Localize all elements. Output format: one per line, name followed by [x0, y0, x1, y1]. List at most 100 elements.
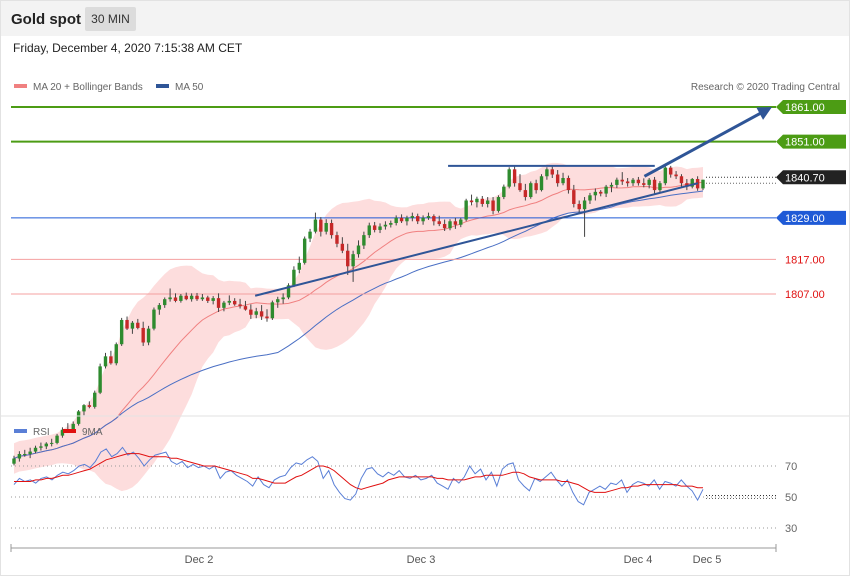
candle-body: [297, 262, 301, 270]
last-level-tag: 1840.70: [776, 170, 846, 185]
candle-body: [442, 224, 447, 229]
candle-body: [211, 298, 215, 301]
candle: [130, 321, 135, 334]
candle-body: [49, 442, 54, 444]
candle: [685, 179, 689, 191]
candle-body: [550, 169, 554, 175]
candle-body: [189, 295, 194, 300]
candle: [324, 219, 328, 235]
candle: [313, 212, 318, 234]
candle: [555, 170, 560, 187]
candle: [416, 213, 420, 225]
candle: [346, 243, 350, 275]
candle-body: [259, 311, 264, 317]
candle-body: [416, 216, 420, 222]
candle: [507, 167, 511, 189]
candle: [539, 174, 544, 192]
candle: [152, 307, 156, 331]
candle-body: [60, 429, 65, 436]
candle-body: [103, 356, 108, 367]
candle-body: [480, 198, 485, 204]
candle: [195, 292, 199, 301]
timeframe-badge[interactable]: 30 MIN: [85, 7, 136, 31]
candle-body: [572, 190, 576, 204]
candle: [200, 294, 205, 301]
candle-body: [130, 322, 135, 329]
candle: [33, 445, 38, 454]
candle-body: [93, 392, 97, 407]
candle: [383, 221, 388, 230]
candle: [146, 325, 151, 346]
candle: [362, 231, 366, 249]
candle: [340, 237, 345, 254]
candle: [17, 451, 22, 462]
candle: [410, 212, 415, 222]
candle: [157, 303, 162, 315]
candle: [103, 352, 108, 369]
rsi-line: [13, 446, 704, 506]
candle-body: [222, 302, 226, 308]
candle: [459, 217, 463, 228]
rsi-tick-label: 30: [785, 523, 797, 535]
candle: [442, 219, 447, 231]
candle: [647, 177, 651, 189]
candle: [469, 194, 474, 206]
candle-body: [469, 200, 474, 203]
candle: [625, 177, 630, 187]
candle: [642, 178, 646, 188]
x-tick-label: Dec 4: [624, 554, 653, 566]
candle: [550, 166, 554, 178]
candle-body: [545, 169, 549, 177]
candle-body: [464, 200, 468, 220]
candle-body: [383, 224, 388, 227]
candle: [259, 305, 264, 320]
candle: [28, 447, 32, 459]
candle: [302, 236, 307, 265]
candle: [335, 231, 339, 248]
candle-body: [136, 322, 140, 328]
candle-body: [485, 200, 490, 204]
target-level-tag: 1851.00: [776, 134, 846, 149]
candle-body: [28, 451, 32, 454]
pivot-level-tag: 1829.00: [776, 210, 846, 225]
candle-body: [313, 219, 318, 232]
candle: [265, 309, 269, 322]
candle-body: [502, 186, 506, 198]
chart-header: Gold spot 30 MIN: [1, 1, 849, 36]
candle: [351, 250, 355, 282]
candle: [636, 176, 641, 186]
candle: [491, 197, 495, 215]
candle-body: [216, 298, 221, 308]
candle: [23, 449, 27, 457]
candle-body: [12, 458, 16, 464]
candle: [453, 217, 458, 229]
candle: [297, 256, 301, 274]
candle: [39, 442, 43, 451]
candle: [615, 177, 619, 189]
candle-body: [475, 198, 479, 203]
candle-body: [270, 302, 275, 319]
candle: [12, 455, 16, 466]
candle: [502, 184, 506, 200]
candle: [206, 295, 210, 304]
candle: [512, 166, 517, 187]
candle-body: [534, 183, 538, 191]
candle-body: [555, 174, 560, 184]
candle: [222, 300, 226, 312]
candle: [98, 363, 102, 395]
candle-body: [448, 221, 452, 229]
candle-body: [620, 179, 624, 182]
candle-body: [281, 297, 285, 300]
rsi-tick-label: 50: [785, 492, 797, 504]
candle: [545, 167, 549, 180]
candle: [518, 174, 522, 192]
candle: [238, 298, 242, 309]
candle: [109, 350, 113, 365]
candle-body: [394, 217, 398, 224]
candle: [179, 294, 183, 303]
legend-label: MA 20 + Bollinger Bands: [33, 82, 143, 93]
legend-label: RSI: [33, 427, 50, 438]
candle-body: [636, 179, 641, 184]
candle: [119, 317, 124, 346]
